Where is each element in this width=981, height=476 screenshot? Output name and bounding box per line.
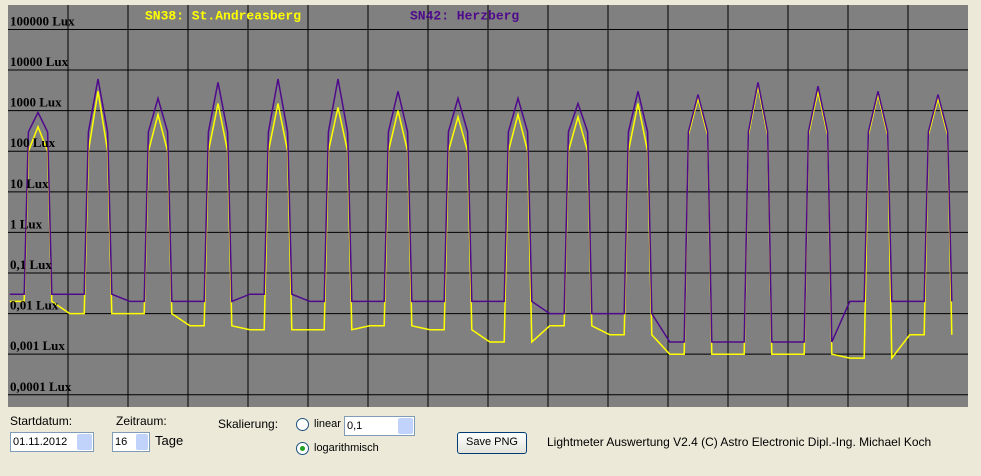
log-label: logarithmisch (314, 442, 379, 454)
linear-radio[interactable] (296, 418, 309, 431)
y-tick-label: 1 Lux (10, 216, 43, 231)
log-radio[interactable] (296, 442, 309, 455)
dropdown-arrow (398, 418, 413, 434)
linear-select[interactable]: 0,1 (344, 416, 415, 436)
start-date-select[interactable]: 01.11.2012 (10, 432, 94, 452)
range-unit: Tage (155, 433, 184, 448)
y-tick-label: 10000 Lux (10, 54, 69, 69)
linear-value: 0,1 (347, 420, 363, 432)
y-tick-label: 10 Lux (10, 176, 49, 191)
scale-label: Skalierung: (218, 417, 279, 431)
save-button[interactable]: Save PNG (457, 432, 527, 454)
spin-buttons[interactable] (136, 434, 148, 450)
y-tick-label: 100 Lux (10, 135, 56, 150)
chart: 100000 Lux 10000 Lux 1000 Lux 100 Lux 10 Lux… (8, 5, 968, 407)
dropdown-arrow (77, 434, 92, 450)
range-label: Zeitraum: (116, 414, 167, 428)
radio-dot (300, 446, 305, 451)
series-line (9, 78, 953, 343)
footer: Lightmeter Auswertung V2.4 (C) Astro Ele… (547, 435, 932, 449)
linear-label: linear (314, 418, 341, 430)
y-tick-label: 1000 Lux (10, 95, 62, 110)
y-tick-label: 0,1 Lux (10, 257, 52, 272)
y-tick-label: 0,0001 Lux (10, 379, 72, 394)
y-tick-label: 100000 Lux (10, 13, 75, 28)
start-label: Startdatum: (10, 414, 73, 428)
y-tick-label: 0,01 Lux (10, 298, 59, 313)
range-input[interactable]: 16 (112, 432, 150, 452)
legend-entry: SN42: Herzberg (410, 8, 519, 23)
legend-entry: SN38: St.Andreasberg (145, 8, 301, 23)
start-date-value: 01.11.2012 (13, 436, 68, 448)
y-tick-label: 0,001 Lux (10, 338, 65, 353)
range-value: 16 (115, 436, 128, 448)
